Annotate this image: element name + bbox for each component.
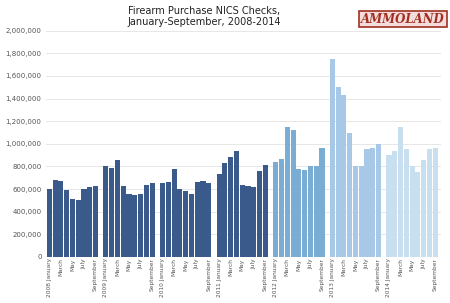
Bar <box>404 149 409 257</box>
Bar <box>273 162 278 257</box>
Bar <box>296 169 302 257</box>
Bar <box>126 194 131 257</box>
Bar <box>216 174 222 257</box>
Bar <box>387 155 392 257</box>
Bar <box>392 151 397 257</box>
Bar <box>415 172 420 257</box>
Bar <box>87 187 92 257</box>
Text: AMMOLAND: AMMOLAND <box>361 13 445 26</box>
Bar <box>121 186 126 257</box>
Bar <box>353 166 358 257</box>
Bar <box>47 189 52 257</box>
Bar <box>432 148 438 257</box>
Bar <box>240 185 245 257</box>
Bar <box>246 186 251 257</box>
Bar <box>58 181 63 257</box>
Bar <box>144 185 149 257</box>
Bar <box>149 183 155 257</box>
Title: Firearm Purchase NICS Checks,
January-September, 2008-2014: Firearm Purchase NICS Checks, January-Se… <box>127 5 281 27</box>
Bar <box>222 163 227 257</box>
Bar <box>359 166 364 257</box>
Bar <box>291 130 296 257</box>
Bar <box>347 132 352 257</box>
Bar <box>370 148 375 257</box>
Bar <box>398 127 403 257</box>
Bar <box>183 191 188 257</box>
Bar <box>171 169 176 257</box>
Bar <box>104 166 108 257</box>
Bar <box>206 183 211 257</box>
Bar <box>234 151 239 257</box>
Bar <box>257 171 262 257</box>
Bar <box>76 200 81 257</box>
Bar <box>342 95 346 257</box>
Bar <box>263 165 268 257</box>
Bar <box>138 194 143 257</box>
Bar <box>93 186 98 257</box>
Bar <box>251 187 256 257</box>
Bar <box>376 144 381 257</box>
Bar <box>53 180 58 257</box>
Bar <box>115 160 120 257</box>
Bar <box>160 183 165 257</box>
Bar <box>64 190 69 257</box>
Bar <box>308 166 313 257</box>
Bar <box>285 127 290 257</box>
Bar <box>336 87 341 257</box>
Bar <box>320 148 324 257</box>
Bar <box>314 166 319 257</box>
Bar <box>195 182 200 257</box>
Bar <box>166 182 171 257</box>
Bar <box>200 181 206 257</box>
Bar <box>109 168 114 257</box>
Bar <box>177 189 182 257</box>
Bar <box>70 199 75 257</box>
Bar <box>410 166 414 257</box>
Bar <box>330 59 335 257</box>
Bar <box>228 157 233 257</box>
Bar <box>81 189 86 257</box>
Bar <box>132 195 137 257</box>
Bar <box>189 194 194 257</box>
Bar <box>364 149 369 257</box>
Bar <box>279 158 284 257</box>
Bar <box>427 149 432 257</box>
Bar <box>302 170 307 257</box>
Bar <box>421 160 426 257</box>
